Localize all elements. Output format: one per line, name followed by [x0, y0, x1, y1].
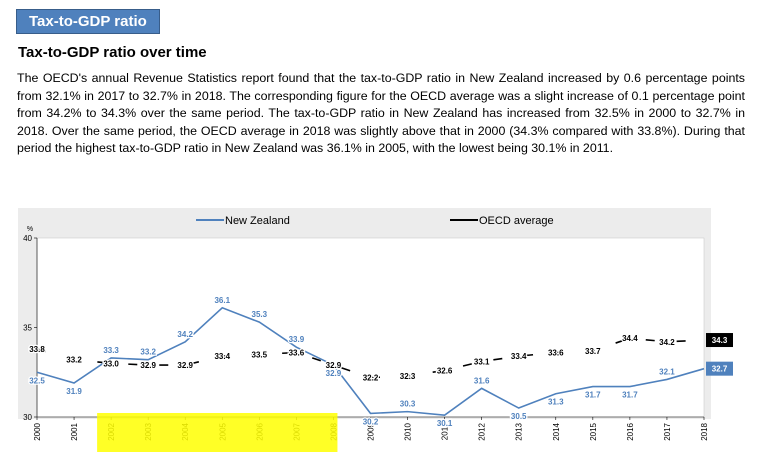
data-label: 33.7	[585, 347, 601, 356]
data-label: 34.3	[712, 336, 728, 345]
data-label: 33.4	[214, 352, 230, 361]
data-label: 30.2	[363, 417, 379, 426]
data-label: 32.9	[177, 361, 193, 370]
data-label: 30.1	[437, 419, 453, 428]
data-label: 33.6	[548, 349, 564, 358]
x-tick-label: 2016	[626, 422, 635, 440]
data-label: 33.2	[140, 348, 156, 357]
y-tick-label: 30	[23, 413, 32, 422]
data-label: 31.9	[66, 387, 82, 396]
data-label: 36.1	[214, 296, 230, 305]
data-label: 32.3	[400, 372, 416, 381]
y-axis: 30 35 40%	[23, 226, 38, 422]
data-label: 32.7	[712, 365, 728, 374]
data-label: 31.7	[622, 391, 638, 400]
x-tick-label: 2014	[552, 422, 561, 440]
summary-paragraph: The OECD's annual Revenue Statistics rep…	[17, 71, 745, 156]
data-label: 33.9	[289, 335, 305, 344]
data-label: 33.6	[289, 349, 305, 358]
section-subtitle: Tax-to-GDP ratio over time	[18, 44, 207, 61]
data-label: 33.8	[29, 345, 45, 354]
data-label: 32.5	[29, 376, 45, 385]
data-label: 32.9	[326, 361, 342, 370]
y-tick-label: 35	[23, 324, 32, 333]
data-label: 34.4	[622, 334, 638, 343]
data-label: 33.0	[103, 359, 119, 368]
x-tick-label: 2001	[70, 422, 79, 440]
data-label: 32.9	[140, 361, 156, 370]
y-axis-unit-label: %	[27, 226, 33, 233]
data-label: 33.3	[103, 346, 119, 355]
plot-area	[36, 237, 705, 418]
data-label: 30.5	[511, 412, 527, 421]
x-tick-label: 2017	[663, 422, 672, 440]
data-label: 32.1	[659, 367, 675, 376]
data-label: 30.3	[400, 400, 416, 409]
series-line-1	[36, 337, 705, 379]
data-label-box	[706, 361, 733, 376]
series-layer: 32.5 31.9 33.3 33.2 34.2 36.1 35.3 33.9 32.9 30.2…	[28, 295, 733, 429]
data-label: 31.3	[548, 398, 564, 407]
x-tick-label: 2011	[441, 422, 450, 440]
highlight-band-rect	[97, 413, 338, 452]
x-tick-label: 2000	[33, 422, 42, 440]
data-label: 34.2	[659, 338, 675, 347]
data-label: 32.6	[437, 366, 453, 375]
x-tick-label: 2012	[478, 422, 487, 440]
x-tick-label: 2013	[515, 422, 524, 440]
section-tag: Tax-to-GDP ratio	[16, 9, 160, 34]
data-label: 32.2	[363, 374, 379, 383]
legend: New Zealand OECD average	[196, 215, 554, 227]
data-label: 33.4	[511, 352, 527, 361]
legend-label-1: OECD average	[479, 215, 554, 227]
x-tick-label: 2009	[367, 422, 376, 440]
data-label: 35.3	[252, 310, 268, 319]
data-label: 31.6	[474, 376, 490, 385]
legend-label-0: New Zealand	[225, 215, 290, 227]
data-label: 32.9	[326, 369, 342, 378]
data-label-box	[706, 333, 733, 348]
highlight-band	[97, 413, 338, 452]
tax-to-gdp-line-chart: New Zealand OECD average 30 35 40% 2000 2001…	[18, 208, 733, 452]
data-label: 33.2	[66, 356, 82, 365]
series-line-0	[36, 306, 705, 417]
data-label: 34.2	[177, 330, 193, 339]
x-tick-label: 2015	[589, 422, 598, 440]
data-label: 31.7	[585, 391, 601, 400]
data-label: 33.5	[252, 350, 268, 359]
x-tick-label: 2010	[404, 422, 413, 440]
y-tick-label: 40	[23, 234, 32, 243]
x-tick-label: 2018	[700, 422, 709, 440]
data-label: 33.1	[474, 358, 490, 367]
